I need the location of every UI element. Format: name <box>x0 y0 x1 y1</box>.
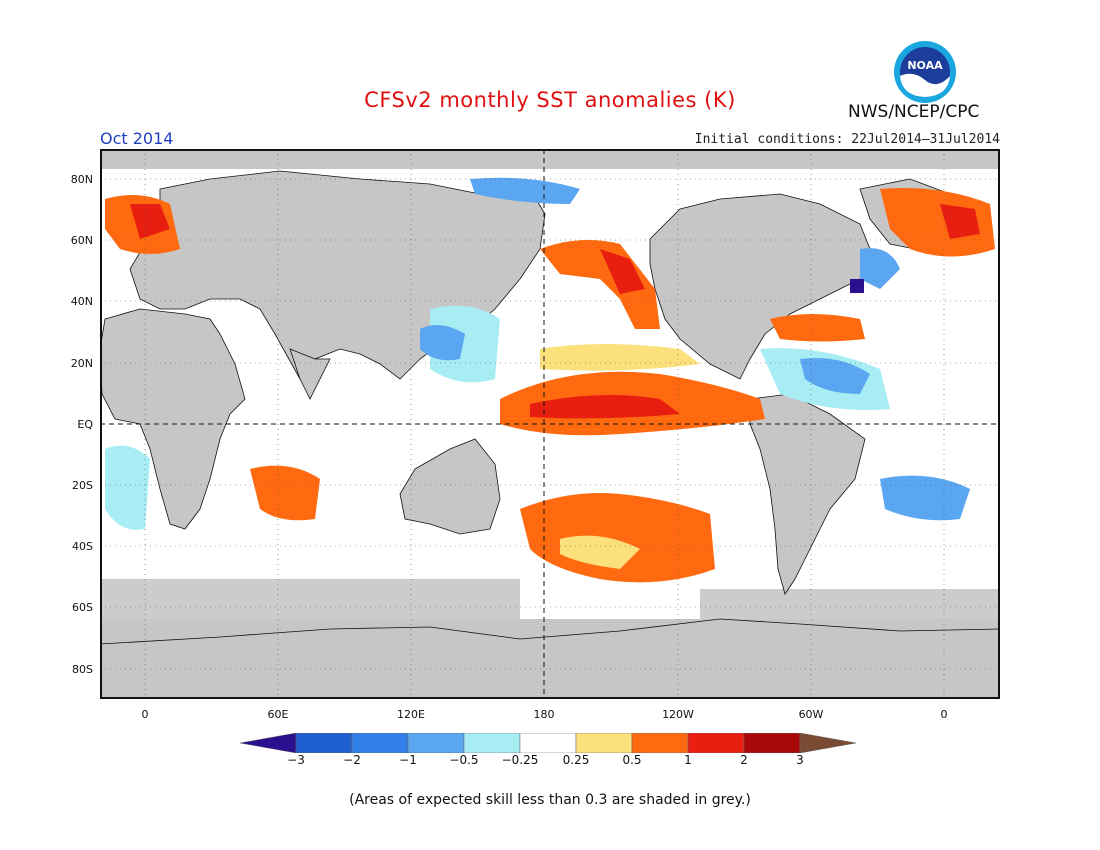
lon-label: 120W <box>662 708 694 721</box>
forecast-month: Oct 2014 <box>100 129 174 148</box>
india <box>289 348 331 400</box>
colorbar-label: −3 <box>287 753 305 767</box>
colorbar <box>240 733 857 753</box>
lat-label: 40N <box>70 295 93 308</box>
colorbar-cell <box>575 733 633 753</box>
chart-title: CFSv2 monthly SST anomalies (K) <box>364 88 736 112</box>
colorbar-label: 3 <box>796 753 804 767</box>
colorbar-label: −1 <box>399 753 417 767</box>
lat-label: 40S <box>72 540 93 553</box>
noaa-logo: NOAA <box>893 40 957 104</box>
colorbar-cell <box>407 733 465 753</box>
colorbar-cell <box>519 733 577 753</box>
lat-label: 80S <box>72 663 93 676</box>
lat-label: 60S <box>72 601 93 614</box>
lat-label: 20S <box>72 479 93 492</box>
colorbar-arrow-high <box>799 733 857 753</box>
sst-anomaly-map <box>100 149 1000 699</box>
colorbar-cell <box>295 733 353 753</box>
colorbar-cell <box>743 733 801 753</box>
colorbar-label: 2 <box>740 753 748 767</box>
australia <box>399 438 501 535</box>
lat-label: 80N <box>70 173 93 186</box>
logo-text: NOAA <box>907 59 943 72</box>
colorbar-cell <box>631 733 689 753</box>
skill-note: (Areas of expected skill less than 0.3 a… <box>349 792 751 808</box>
lon-label: 60W <box>798 708 824 721</box>
colorbar-label: −0.5 <box>449 753 479 767</box>
lon-label: 180 <box>533 708 555 721</box>
colorbar-cell <box>463 733 521 753</box>
lon-label: 0 <box>940 708 948 721</box>
colorbar-label: 0.5 <box>622 753 642 767</box>
lat-label: EQ <box>77 418 93 431</box>
positive-anomalies <box>105 188 995 583</box>
agency-label: NWS/NCEP/CPC <box>848 102 980 122</box>
map-frame <box>100 149 1000 699</box>
colorbar-label: −2 <box>343 753 361 767</box>
lat-label: 60N <box>70 234 93 247</box>
colorbar-cell <box>687 733 745 753</box>
south-america <box>749 393 866 595</box>
colorbar-arrow-low <box>240 733 297 753</box>
colorbar-label: 0.25 <box>562 753 590 767</box>
africa <box>100 308 246 530</box>
lon-label: 60E <box>267 708 289 721</box>
colorbar-cell <box>351 733 409 753</box>
antarctica <box>100 618 1000 699</box>
colorbar-label: 1 <box>684 753 692 767</box>
lat-label: 20N <box>70 357 93 370</box>
colorbar-label: −0.25 <box>501 753 539 767</box>
negative-anomalies <box>105 177 970 530</box>
initial-conditions: Initial conditions: 22Jul2014–31Jul2014 <box>694 132 1000 147</box>
lon-label: 120E <box>397 708 425 721</box>
lon-label: 0 <box>141 708 149 721</box>
